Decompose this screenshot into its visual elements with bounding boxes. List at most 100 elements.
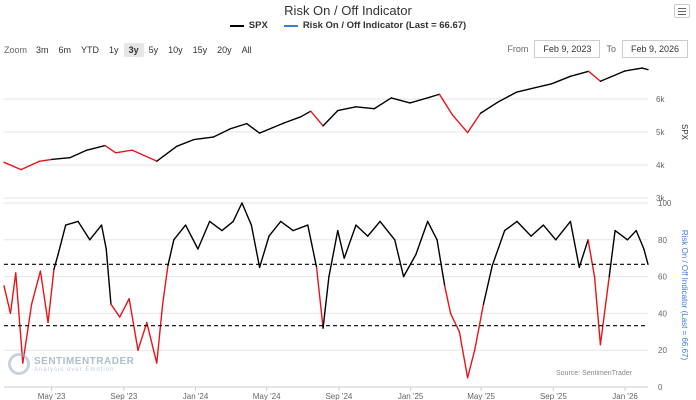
- x-tick-label: Sep '24: [325, 392, 352, 400]
- spx-segment: [355, 106, 375, 110]
- to-date-input[interactable]: Feb 9, 2026: [621, 40, 688, 58]
- legend-item-risk-indicator[interactable]: Risk On / Off Indicator (Last = 66.67): [283, 20, 467, 31]
- indicator-axis-title: Risk On / Off Indicator (Last = 66.67): [680, 230, 689, 361]
- indicator-segment: [64, 220, 79, 226]
- indicator-segment: [355, 224, 369, 237]
- spx-segment: [104, 144, 117, 154]
- spx-segment: [497, 91, 518, 103]
- x-tick-label: Sep '25: [540, 392, 567, 400]
- indicator-segment: [9, 272, 17, 315]
- indicator-segment: [635, 229, 645, 250]
- spx-segment: [322, 109, 339, 127]
- indicator-tick-label: 100: [658, 199, 672, 208]
- logo-name: SENTIMENTRADER: [34, 355, 135, 367]
- spx-segment: [438, 93, 454, 116]
- hamburger-icon[interactable]: [674, 4, 690, 18]
- indicator-segment: [47, 268, 55, 324]
- spx-segment: [86, 144, 106, 151]
- indicator-segment: [57, 224, 67, 256]
- indicator-segment: [197, 220, 211, 250]
- spx-y-axis: 3k 4k 5k 6k: [656, 95, 665, 203]
- indicator-segment: [367, 220, 381, 237]
- indicator-segment: [337, 229, 345, 259]
- zoom-button-20y[interactable]: 20y: [217, 45, 232, 55]
- zoom-button-15y[interactable]: 15y: [192, 45, 208, 55]
- spx-segment: [310, 110, 324, 127]
- spx-segment: [373, 97, 392, 110]
- legend-swatch-risk-indicator: [283, 24, 298, 27]
- spx-segment: [245, 122, 261, 134]
- x-tick-label: Sep '23: [110, 392, 137, 400]
- spx-segment: [641, 67, 649, 71]
- indicator-segment: [167, 239, 175, 267]
- indicator-tick-label: 20: [658, 346, 667, 355]
- from-date-input[interactable]: Feb 9, 2023: [534, 40, 601, 58]
- legend-swatch-spx: [229, 24, 244, 27]
- logo-icon: [8, 353, 30, 375]
- spx-segment: [337, 106, 357, 112]
- indicator-segment: [322, 275, 330, 329]
- spx-segment: [451, 114, 469, 134]
- spx-segment: [623, 67, 643, 72]
- spx-segment: [3, 161, 22, 171]
- indicator-segment: [128, 297, 139, 351]
- indicator-segment: [328, 229, 339, 278]
- zoom-button-6m[interactable]: 6m: [58, 45, 72, 55]
- spx-tick-label: 5k: [656, 128, 665, 137]
- from-label: From: [507, 44, 529, 54]
- indicator-segment: [626, 229, 637, 241]
- indicator-tick-label: 60: [658, 273, 667, 282]
- x-axis: May '23 Sep '23 Jan '24 May '24 Sep '24 Jan '…: [4, 386, 648, 400]
- spx-line[interactable]: [3, 67, 649, 171]
- indicator-segment: [110, 303, 121, 318]
- indicator-segment: [343, 224, 357, 259]
- indicator-segment: [473, 303, 485, 351]
- indicator-segment: [614, 229, 629, 241]
- indicator-segment: [436, 239, 446, 287]
- spx-segment: [587, 70, 602, 82]
- indicator-segment: [30, 270, 42, 305]
- indicator-segment: [268, 220, 282, 237]
- spx-segment: [50, 157, 71, 161]
- spx-segment: [479, 101, 499, 114]
- zoom-button-3m[interactable]: 3m: [36, 45, 49, 55]
- spx-segment: [114, 149, 133, 154]
- indicator-segment: [89, 224, 103, 241]
- zoom-button-ytd[interactable]: YTD: [81, 45, 100, 55]
- indicator-line[interactable]: [3, 202, 649, 379]
- indicator-segment: [77, 220, 91, 241]
- spx-segment: [427, 93, 441, 99]
- zoom-button-5y[interactable]: 5y: [148, 45, 159, 55]
- spx-segment: [515, 87, 536, 93]
- indicator-segment: [491, 229, 506, 267]
- zoom-button-3y[interactable]: 3y: [123, 43, 144, 57]
- indicator-segment: [569, 220, 580, 269]
- indicator-segment: [258, 235, 270, 269]
- indicator-tick-label: 0: [658, 383, 663, 392]
- indicator-segment: [307, 224, 318, 269]
- zoom-button-1y[interactable]: 1y: [109, 45, 119, 55]
- indicator-segment: [173, 224, 187, 241]
- legend-label-risk-indicator: Risk On / Off Indicator (Last = 66.67): [302, 20, 467, 31]
- indicator-segment: [105, 248, 112, 305]
- spx-segment: [229, 122, 248, 130]
- indicator-y-axis: 0 20 40 60 80 100: [658, 199, 672, 392]
- spx-segment: [466, 112, 482, 134]
- x-tick-label: Jan '25: [398, 392, 424, 400]
- indicator-segment: [482, 264, 493, 305]
- indicator-segment: [555, 220, 572, 241]
- indicator-segment: [542, 224, 557, 241]
- zoom-button-all[interactable]: All: [241, 45, 252, 55]
- indicator-segment: [608, 229, 616, 278]
- spx-grid: [4, 98, 648, 199]
- spx-segment: [176, 138, 195, 147]
- indicator-segment: [402, 253, 417, 278]
- spx-segment: [156, 145, 178, 162]
- x-tick-label: May '25: [467, 392, 495, 400]
- indicator-segment: [53, 253, 59, 270]
- zoom-button-10y[interactable]: 10y: [168, 45, 183, 55]
- legend-item-spx[interactable]: SPX: [229, 20, 268, 31]
- indicator-segment: [466, 349, 476, 379]
- indicator-segment: [643, 248, 649, 266]
